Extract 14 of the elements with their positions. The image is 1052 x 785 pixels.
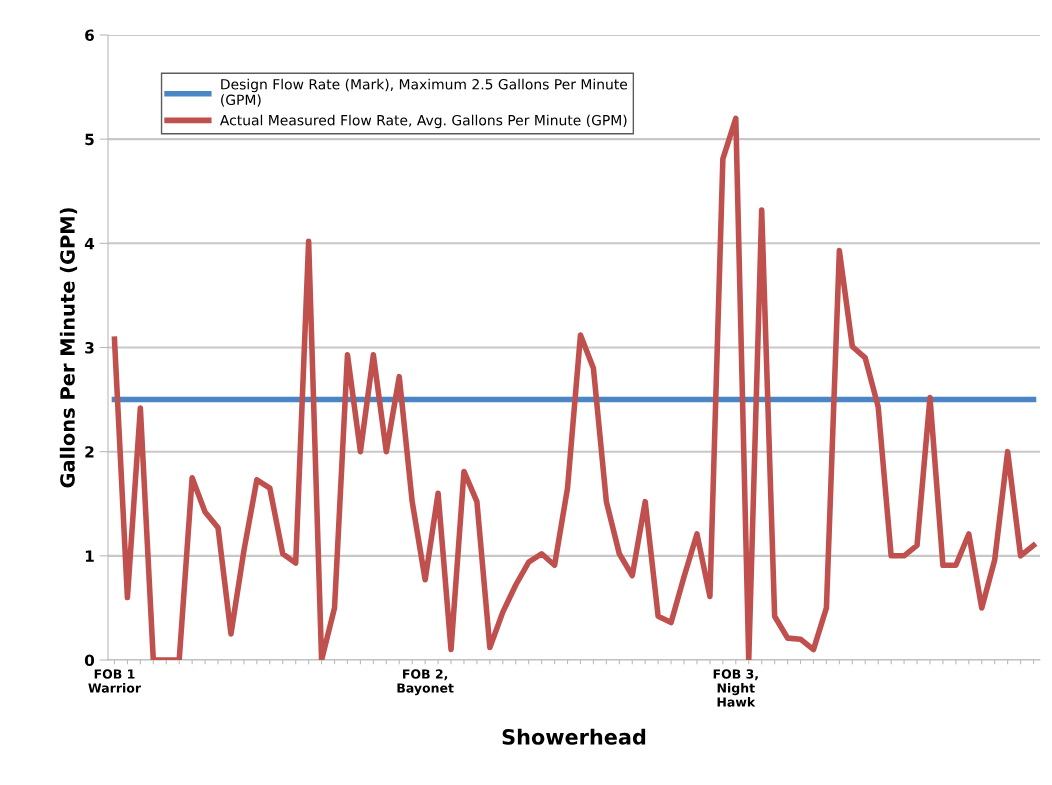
y-tick-label: 6 [85, 29, 94, 42]
y-tick-label: 4 [84, 238, 95, 250]
y-axis-title: Gallons Per Minute (GPM) [59, 208, 78, 488]
x-tick-label: FOB 2, Bayonet [397, 669, 454, 696]
x-tick-label: FOB 1 Warrior [88, 669, 141, 693]
x-axis-title: Showerhead [502, 728, 646, 745]
y-tick-label: 0 [84, 654, 95, 667]
y-tick-label: 3 [85, 341, 94, 354]
y-tick-label: 5 [85, 133, 94, 146]
legend-label: Design Flow Rate (Mark), Maximum 2.5 Gallons Per Minute (GPM) [221, 78, 628, 107]
y-tick-label: 1 [85, 550, 94, 562]
x-tick-label: FOB 3, Night Hawk [713, 669, 758, 707]
y-tick-label: 2 [85, 446, 94, 458]
legend-label: Actual Measured Flow Rate, Avg. Gallons Per Minute (GPM) [219, 114, 627, 129]
